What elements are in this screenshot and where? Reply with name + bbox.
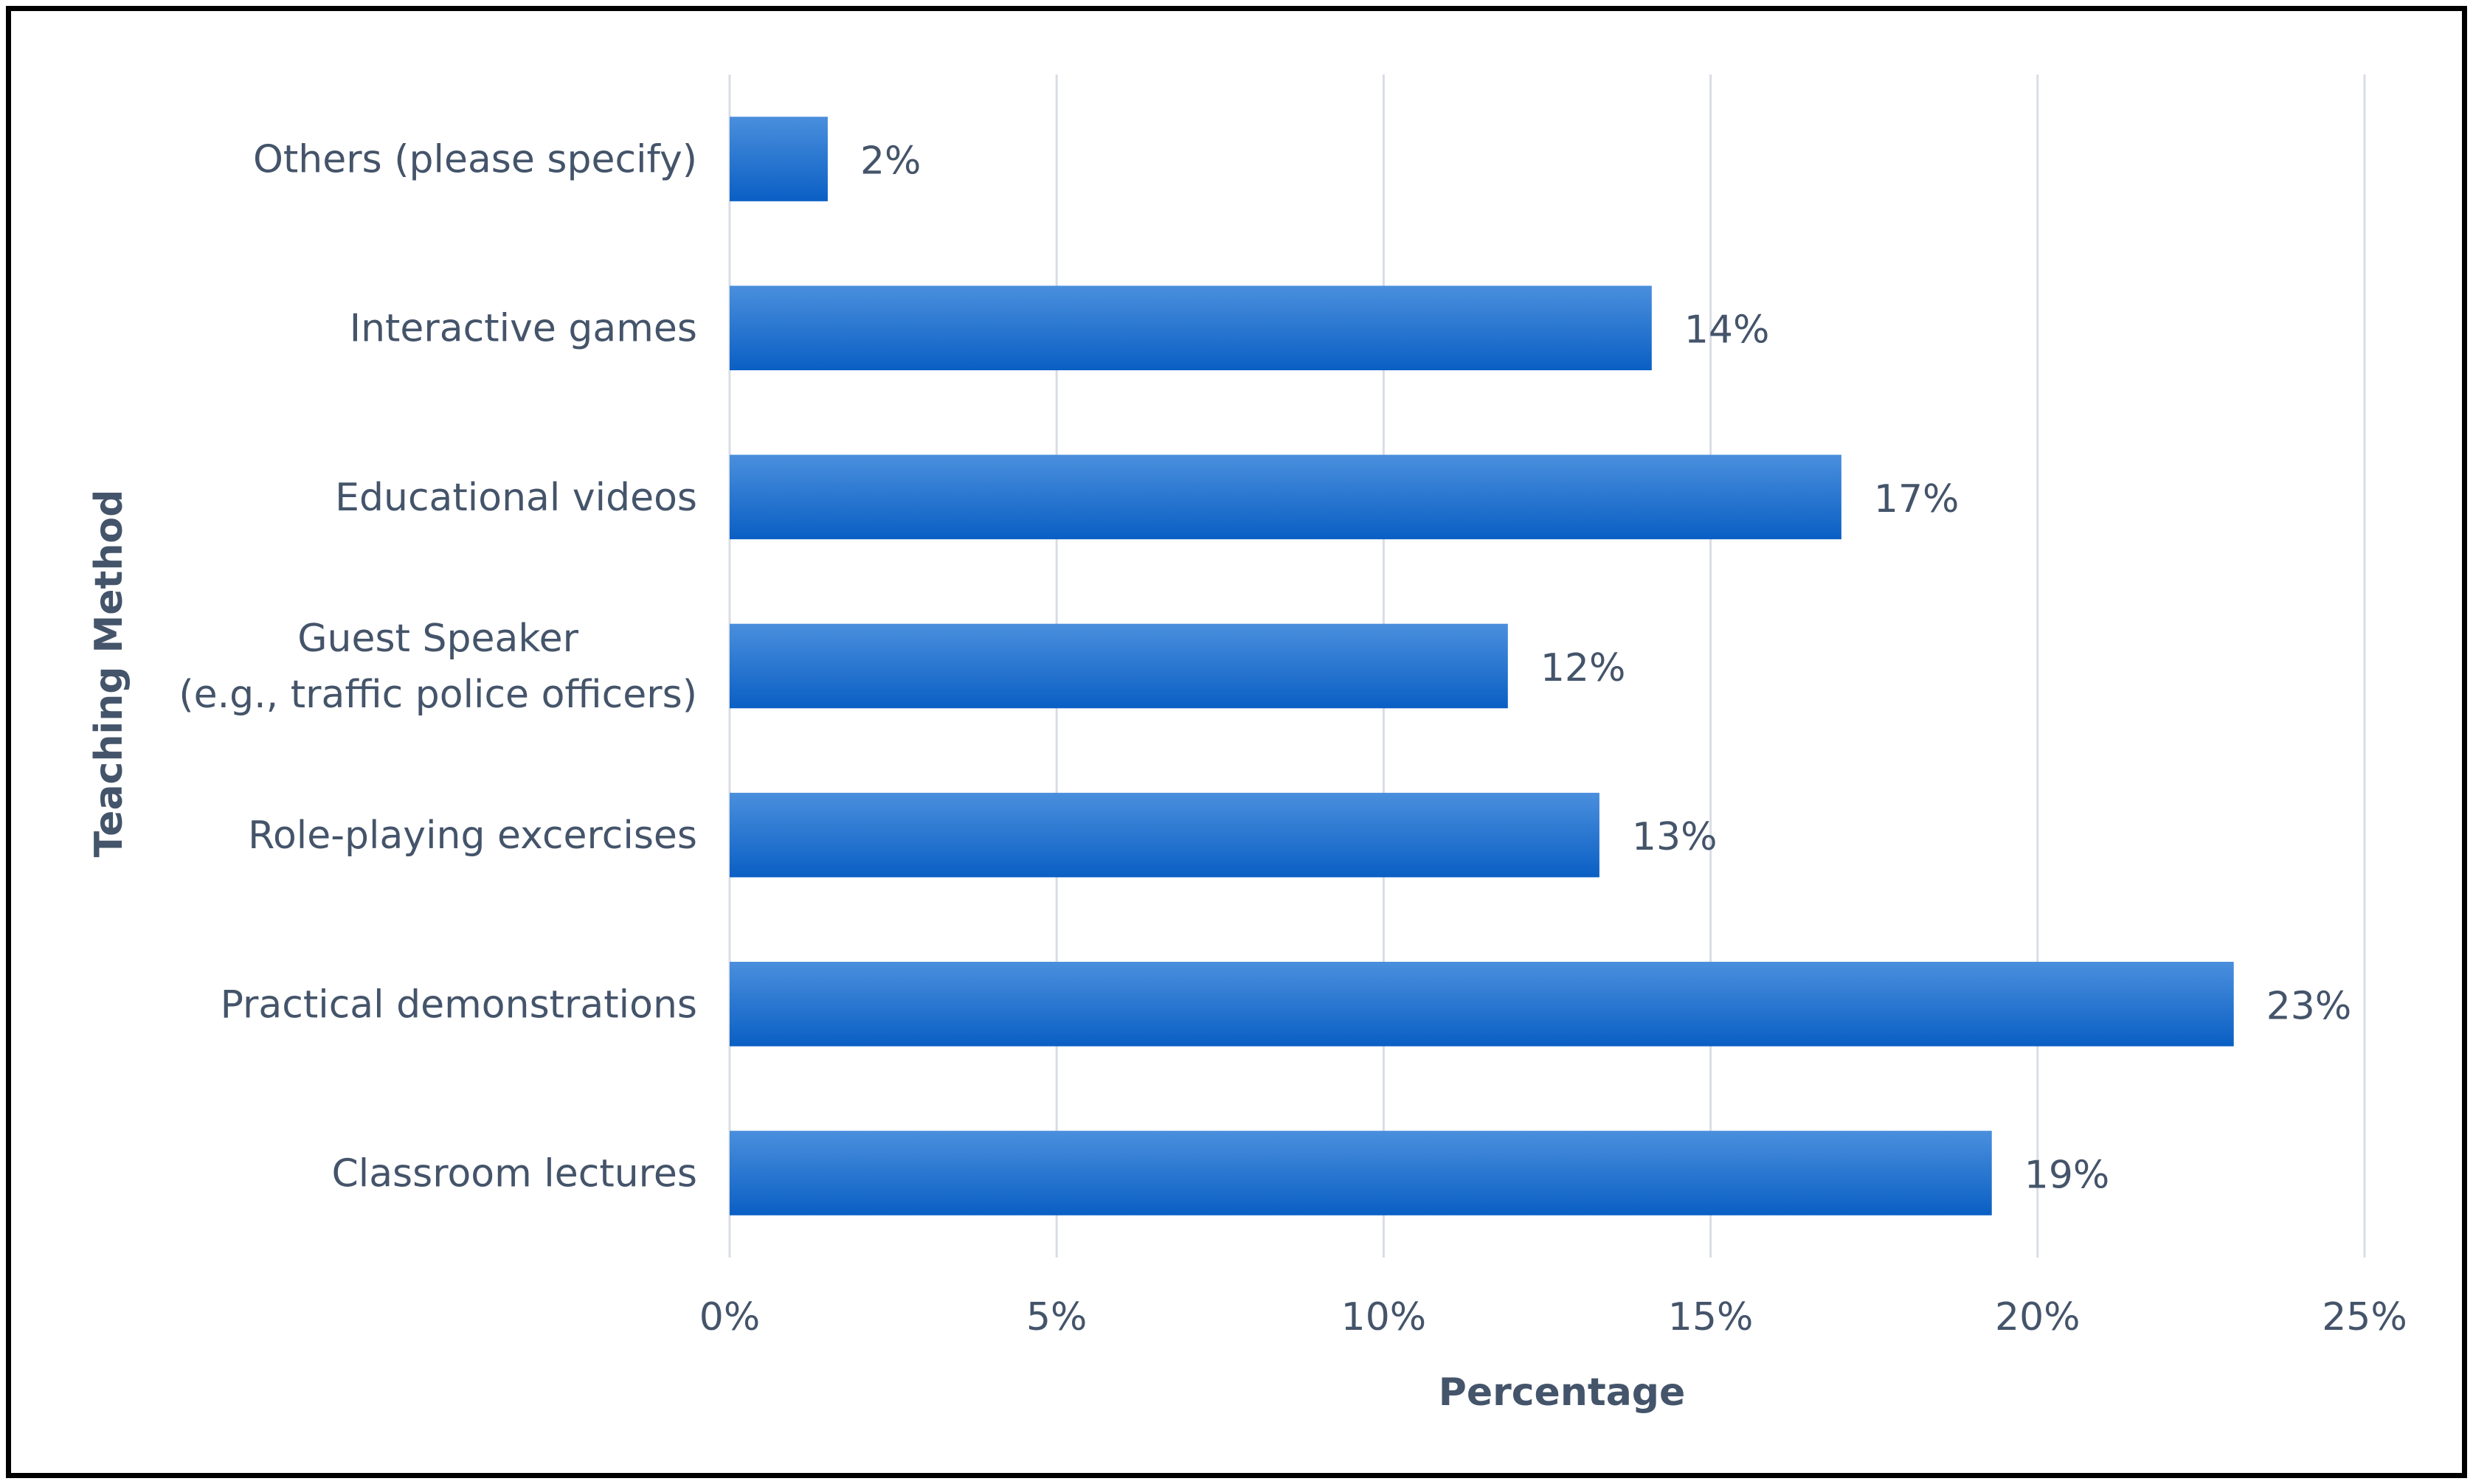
bar-chart: Others (please specify) Interactive games… <box>87 74 2407 1415</box>
data-label-5: 23% <box>2266 984 2352 1028</box>
bar-3 <box>730 623 1508 709</box>
category-label-3-line-0: Guest Speaker <box>297 617 578 661</box>
bar-6 <box>730 1131 1992 1216</box>
data-label-2: 17% <box>1874 477 1960 521</box>
x-tick-label-0: 0% <box>699 1295 761 1339</box>
category-label-0: Others (please specify) <box>253 138 697 182</box>
bar-1 <box>730 285 1652 370</box>
bar-5 <box>730 962 2234 1047</box>
x-tick-label-5: 25% <box>2322 1295 2407 1339</box>
category-label-4: Role-playing excercises <box>248 814 697 858</box>
x-tick-labels: 0% 5% 10% 15% 20% 25% <box>699 1295 2407 1339</box>
data-label-6: 19% <box>2024 1153 2110 1197</box>
bar-0 <box>730 117 828 201</box>
bar-2 <box>730 454 1841 540</box>
x-tick-label-1: 5% <box>1026 1295 1087 1339</box>
chart-frame: Others (please specify) Interactive games… <box>6 6 2467 1478</box>
bar-4 <box>730 792 1599 878</box>
x-axis-title: Percentage <box>1439 1370 1686 1415</box>
x-tick-label-2: 10% <box>1341 1295 1427 1339</box>
category-label-5: Practical demonstrations <box>221 982 697 1027</box>
category-label-6: Classroom lectures <box>331 1151 697 1196</box>
y-axis-title: Teaching Method <box>87 490 131 858</box>
data-label-0: 2% <box>860 139 921 184</box>
data-label-4: 13% <box>1632 815 1718 859</box>
category-label-2: Educational videos <box>335 476 697 520</box>
category-labels: Others (please specify) Interactive games… <box>179 138 697 1196</box>
bars <box>730 117 2234 1216</box>
category-label-1: Interactive games <box>350 307 697 351</box>
data-label-1: 14% <box>1684 308 1770 353</box>
data-label-3: 12% <box>1540 646 1626 690</box>
x-tick-label-4: 20% <box>1995 1295 2081 1339</box>
data-labels: 2% 14% 17% 12% 13% 23% 19% <box>860 139 2351 1198</box>
category-label-3-line-1: (e.g., traffic police officers) <box>179 673 697 717</box>
x-tick-label-3: 15% <box>1668 1295 1754 1339</box>
